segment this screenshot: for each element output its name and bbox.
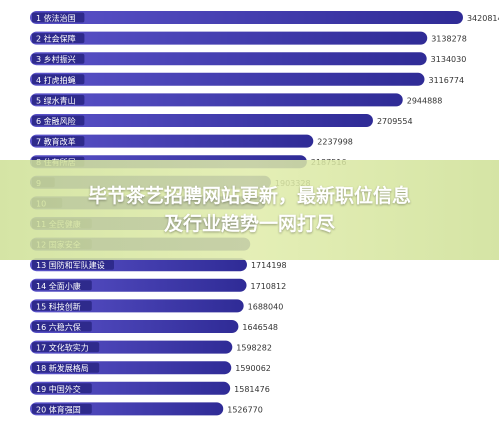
category-label-13: 13 国防和军队建设: [36, 260, 105, 270]
category-label-7: 7 教育改革: [36, 137, 76, 147]
headline-line-1: 毕节茶艺招聘网站更新，最新职位信息: [87, 185, 411, 207]
bar-3: [30, 52, 427, 66]
category-label-20: 20 体育强国: [36, 404, 81, 414]
category-label-1: 1 依法治国: [36, 13, 76, 23]
value-label-7: 2237998: [317, 138, 353, 147]
category-label-box-6: [32, 115, 85, 126]
category-label-box-7: [32, 136, 85, 147]
category-label-15: 15 科技创新: [36, 301, 81, 311]
value-label-13: 1714198: [251, 261, 287, 270]
category-label-box-18: [32, 362, 100, 373]
category-label-box-4: [32, 74, 85, 85]
value-label-14: 1710812: [251, 282, 287, 291]
category-label-19: 19 中国外交: [36, 384, 81, 394]
value-label-17: 1598282: [236, 344, 272, 353]
value-label-4: 3116774: [428, 76, 464, 85]
value-label-1: 3420814: [467, 14, 499, 23]
category-label-box-20: [32, 403, 92, 414]
value-label-20: 1526770: [227, 405, 263, 414]
category-label-box-3: [32, 53, 85, 64]
bar-7: [30, 134, 314, 148]
category-label-3: 3 乡村振兴: [36, 54, 76, 64]
value-label-2: 3138278: [431, 35, 467, 44]
headline-line-2: 及行业趋势一网打尽: [163, 213, 335, 235]
bar-5: [30, 93, 403, 107]
category-label-box-2: [32, 33, 85, 44]
category-label-box-1: [32, 12, 85, 23]
category-label-4: 4 打虎拍蝇: [36, 75, 76, 85]
category-label-2: 2 社会保障: [36, 34, 76, 44]
category-label-16: 16 六稳六保: [36, 322, 81, 332]
bar-2: [30, 31, 428, 45]
bar-6: [30, 114, 373, 127]
category-label-18: 18 新发展格局: [36, 363, 89, 373]
bar-4: [30, 72, 425, 86]
category-label-14: 14 全面小康: [36, 281, 81, 291]
value-label-19: 1581476: [234, 385, 270, 394]
category-label-box-14: [32, 280, 92, 291]
category-label-box-13: [32, 259, 114, 270]
value-label-16: 1646548: [242, 323, 278, 332]
category-label-box-16: [32, 321, 92, 332]
category-label-box-15: [32, 300, 92, 311]
category-label-box-5: [32, 94, 85, 105]
value-label-5: 2944888: [407, 96, 443, 105]
category-label-5: 5 绿水青山: [36, 95, 76, 105]
value-label-18: 1590062: [235, 364, 271, 373]
category-label-6: 6 金融风险: [36, 116, 76, 126]
value-label-3: 3134030: [431, 55, 467, 64]
headline-banner: 毕节茶艺招聘网站更新，最新职位信息 及行业趋势一网打尽: [0, 160, 499, 260]
value-label-15: 1688040: [248, 302, 284, 311]
category-label-box-19: [32, 383, 92, 394]
value-label-6: 2709554: [377, 117, 413, 126]
bar-1: [30, 11, 463, 24]
category-label-box-17: [32, 342, 100, 353]
category-label-17: 17 文化软实力: [36, 343, 89, 353]
